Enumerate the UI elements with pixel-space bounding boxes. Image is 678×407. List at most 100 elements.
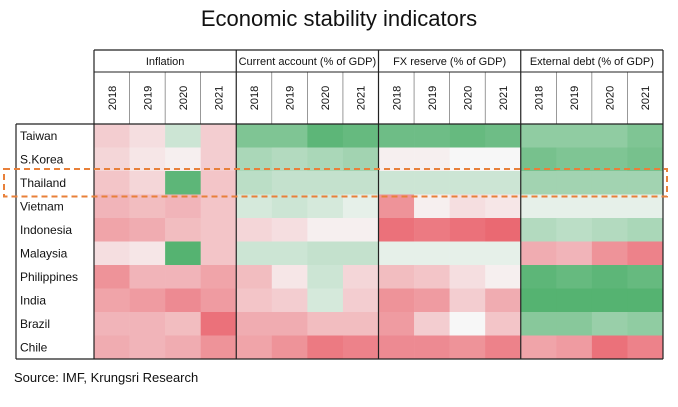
chart-title: Economic stability indicators bbox=[200, 6, 478, 31]
heatmap-cell bbox=[94, 335, 130, 360]
heatmap-cell bbox=[200, 265, 237, 289]
heatmap-cell bbox=[378, 194, 415, 219]
heatmap-cell bbox=[342, 241, 379, 266]
heatmap-cell bbox=[236, 171, 273, 195]
heatmap-cell bbox=[165, 147, 201, 172]
heatmap-cell bbox=[165, 288, 201, 313]
heatmap-cell bbox=[342, 194, 379, 219]
year-tick-label: 2018 bbox=[391, 86, 403, 110]
heatmap-cell bbox=[200, 241, 237, 266]
heatmap-cell bbox=[520, 265, 557, 289]
heatmap-cell bbox=[94, 124, 130, 148]
heatmap-cell bbox=[236, 218, 273, 242]
heatmap-cell bbox=[271, 147, 308, 172]
heatmap-cell bbox=[129, 194, 166, 219]
year-tick-label: 2019 bbox=[142, 86, 154, 110]
heatmap-cell bbox=[200, 194, 237, 219]
heatmap-cell bbox=[236, 335, 273, 360]
heatmap-cell bbox=[200, 147, 237, 172]
heatmap-cell bbox=[520, 335, 557, 360]
heatmap-cell bbox=[556, 265, 593, 289]
heatmap-cell bbox=[342, 288, 379, 313]
heatmap-cell bbox=[449, 288, 486, 313]
heatmap-cell bbox=[414, 241, 450, 266]
heatmap-cell bbox=[165, 335, 201, 360]
heatmap-cell bbox=[520, 194, 557, 219]
heatmap-cell bbox=[627, 312, 664, 336]
heatmap-cell bbox=[165, 265, 201, 289]
heatmap-cell bbox=[449, 124, 486, 148]
heatmap-cell bbox=[627, 218, 664, 242]
heatmap-cell bbox=[342, 218, 379, 242]
heatmap-cell bbox=[94, 147, 130, 172]
heatmap-cell bbox=[165, 241, 201, 266]
heatmap-cell bbox=[94, 241, 130, 266]
heatmap-cell bbox=[271, 265, 308, 289]
heatmap-cell bbox=[271, 288, 308, 313]
heatmap-cell bbox=[165, 171, 201, 195]
heatmap-cell bbox=[307, 147, 344, 172]
heatmap-cell bbox=[520, 312, 557, 336]
year-tick-label: 2019 bbox=[285, 86, 297, 110]
heatmap-cell bbox=[378, 147, 415, 172]
heatmap-cell bbox=[94, 171, 130, 195]
year-tick-label: 2018 bbox=[107, 86, 119, 110]
heatmap-cell bbox=[200, 335, 237, 360]
heatmap-cell bbox=[200, 288, 237, 313]
heatmap-cell bbox=[414, 288, 450, 313]
row-label: S.Korea bbox=[20, 152, 64, 166]
row-label: Philippines bbox=[20, 270, 78, 284]
heatmap-cell bbox=[556, 147, 593, 172]
heatmap-cell bbox=[414, 335, 450, 360]
year-tick-label: 2020 bbox=[320, 86, 332, 110]
heatmap-cell bbox=[236, 265, 273, 289]
heatmap-cell bbox=[271, 194, 308, 219]
heatmap-cell bbox=[556, 241, 593, 266]
heatmap-cell bbox=[414, 265, 450, 289]
heatmap-cell bbox=[485, 171, 522, 195]
heatmap-cell bbox=[129, 218, 166, 242]
year-tick-label: 2021 bbox=[640, 86, 652, 110]
heatmap-cell bbox=[449, 265, 486, 289]
heatmap-cell bbox=[271, 171, 308, 195]
heatmap-cell bbox=[307, 124, 344, 148]
heatmap-cell bbox=[591, 288, 628, 313]
heatmap-cell bbox=[342, 312, 379, 336]
heatmap-cell bbox=[378, 171, 415, 195]
year-tick-label: 2021 bbox=[498, 86, 510, 110]
heatmap-cell bbox=[520, 171, 557, 195]
heatmap-cell bbox=[165, 124, 201, 148]
row-label: Thailand bbox=[20, 176, 66, 190]
year-tick-label: 2020 bbox=[178, 86, 190, 110]
heatmap-cell bbox=[200, 124, 237, 148]
heatmap-cell bbox=[485, 147, 522, 172]
heatmap-cell bbox=[378, 265, 415, 289]
heatmap-cell bbox=[520, 218, 557, 242]
heatmap-cell bbox=[236, 194, 273, 219]
year-tick-label: 2021 bbox=[356, 86, 368, 110]
year-tick-label: 2021 bbox=[213, 86, 225, 110]
heatmap-cell bbox=[485, 265, 522, 289]
heatmap-cell bbox=[556, 312, 593, 336]
heatmap-cell bbox=[94, 218, 130, 242]
heatmap-cell bbox=[627, 288, 664, 313]
row-label: India bbox=[20, 293, 46, 307]
heatmap-cell bbox=[485, 124, 522, 148]
heatmap-cell bbox=[129, 265, 166, 289]
row-label: Chile bbox=[20, 340, 48, 354]
heatmap-cell bbox=[342, 265, 379, 289]
heatmap-cell bbox=[271, 218, 308, 242]
heatmap-cell bbox=[342, 335, 379, 360]
row-label: Taiwan bbox=[20, 129, 57, 143]
heatmap-cell bbox=[591, 124, 628, 148]
heatmap-cell bbox=[414, 312, 450, 336]
heatmap-cell bbox=[307, 312, 344, 336]
heatmap-cell bbox=[307, 194, 344, 219]
heatmap-cell bbox=[449, 194, 486, 219]
heatmap-cell bbox=[94, 312, 130, 336]
heatmap-cell bbox=[556, 171, 593, 195]
heatmap-cell bbox=[307, 335, 344, 360]
heatmap-cell bbox=[271, 124, 308, 148]
heatmap-cell bbox=[236, 312, 273, 336]
